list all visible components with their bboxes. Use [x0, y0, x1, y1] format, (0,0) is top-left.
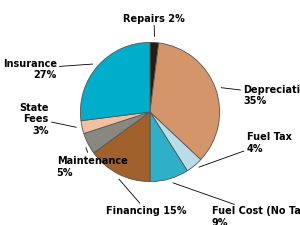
Text: Fuel Tax
4%: Fuel Tax 4% [199, 132, 291, 167]
Text: Financing 15%: Financing 15% [106, 179, 186, 215]
Text: Depreciation
35%: Depreciation 35% [221, 84, 300, 106]
Text: State
Fees
3%: State Fees 3% [19, 102, 76, 135]
Text: Repairs 2%: Repairs 2% [123, 14, 185, 37]
Text: Maintenance
5%: Maintenance 5% [57, 148, 128, 177]
Wedge shape [94, 112, 150, 182]
Text: Insurance
27%: Insurance 27% [3, 58, 93, 80]
Wedge shape [150, 44, 220, 160]
Wedge shape [84, 112, 150, 153]
Wedge shape [150, 43, 159, 112]
Wedge shape [80, 43, 150, 121]
Wedge shape [81, 112, 150, 134]
Wedge shape [150, 112, 201, 171]
Wedge shape [150, 112, 187, 182]
Text: Fuel Cost (No Taxes)
9%: Fuel Cost (No Taxes) 9% [173, 183, 300, 225]
